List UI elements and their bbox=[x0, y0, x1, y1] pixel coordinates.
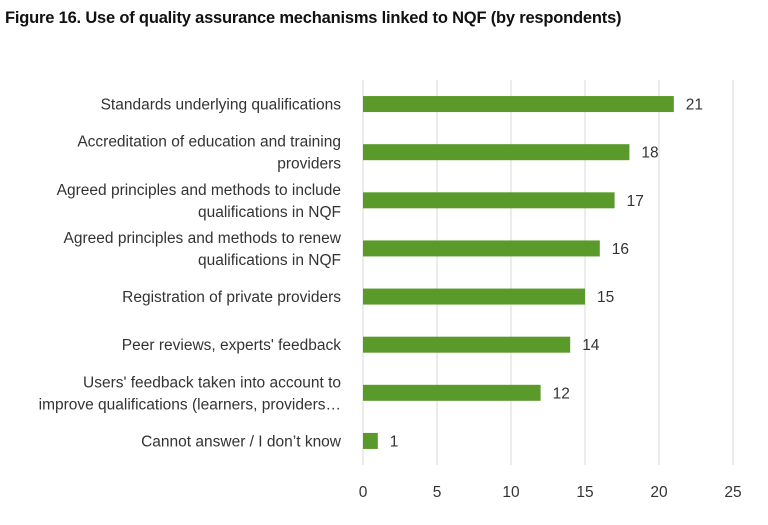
bar bbox=[363, 192, 615, 209]
category-label: Agreed principles and methods to renew qu… bbox=[64, 230, 342, 269]
category-label: Users' feedback taken into account to imp… bbox=[39, 374, 341, 413]
data-label: 21 bbox=[686, 97, 703, 114]
bar bbox=[363, 288, 585, 305]
data-label: 15 bbox=[597, 289, 614, 306]
bar bbox=[363, 432, 378, 449]
category-label: Registration of private providers bbox=[122, 289, 341, 306]
category-label: Cannot answer / I don’t know bbox=[141, 433, 342, 450]
x-tick-label: 20 bbox=[650, 484, 668, 501]
x-axis-ticks: 0 5 10 15 20 25 bbox=[359, 484, 742, 501]
category-label: Agreed principles and methods to include… bbox=[57, 182, 341, 221]
bar bbox=[363, 144, 630, 161]
category-label: Accreditation of education and training p… bbox=[77, 134, 341, 173]
data-label: 17 bbox=[627, 193, 644, 210]
gridlines bbox=[362, 80, 734, 465]
chart-title: Figure 16. Use of quality assurance mech… bbox=[5, 9, 622, 27]
x-tick-label: 25 bbox=[724, 484, 741, 501]
data-label: 1 bbox=[390, 433, 399, 450]
bar bbox=[363, 240, 600, 257]
bar bbox=[363, 96, 674, 113]
data-label: 14 bbox=[582, 337, 600, 354]
data-label: 16 bbox=[612, 241, 629, 258]
x-tick-label: 15 bbox=[576, 484, 593, 501]
x-tick-label: 5 bbox=[433, 484, 442, 501]
bar bbox=[363, 384, 541, 401]
data-label: 12 bbox=[553, 385, 570, 402]
bar bbox=[363, 336, 571, 353]
data-label: 18 bbox=[641, 145, 658, 162]
bars bbox=[363, 96, 674, 449]
x-tick-label: 10 bbox=[502, 484, 520, 501]
category-label: Peer reviews, experts' feedback bbox=[122, 337, 341, 354]
category-labels: Standards underlying qualifications Accre… bbox=[39, 97, 342, 451]
x-tick-label: 0 bbox=[359, 484, 368, 501]
data-labels: 21 18 17 16 15 14 12 1 bbox=[390, 97, 703, 451]
category-label: Standards underlying qualifications bbox=[101, 97, 342, 114]
